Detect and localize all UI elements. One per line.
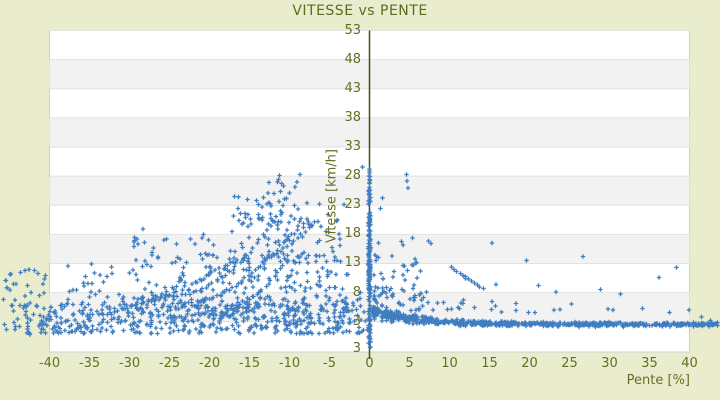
x-tick-label: -5 bbox=[323, 356, 336, 371]
x-tick-label: -25 bbox=[158, 356, 181, 371]
scatter-points bbox=[1, 164, 720, 350]
x-tick-label: 5 bbox=[405, 356, 414, 371]
y-tick-label: 23 bbox=[344, 197, 361, 213]
x-tick-label: -40 bbox=[38, 356, 61, 371]
y-tick-label: 28 bbox=[344, 168, 361, 184]
x-axis-title: Pente [%] bbox=[626, 373, 690, 388]
x-tick-label: -20 bbox=[198, 356, 221, 371]
x-tick-label: 15 bbox=[481, 356, 498, 371]
x-tick-label: 0 bbox=[365, 356, 374, 371]
y-axis-min-label: 3 bbox=[352, 341, 361, 356]
x-tick-label: 20 bbox=[521, 356, 538, 371]
x-tick-label: -10 bbox=[278, 356, 301, 371]
y-tick-label: 13 bbox=[344, 255, 361, 271]
x-tick-label: 35 bbox=[641, 356, 658, 371]
y-tick-label: 18 bbox=[344, 226, 361, 242]
x-tick-label: -35 bbox=[78, 356, 101, 371]
y-tick-label: 38 bbox=[344, 109, 361, 125]
y-tick-label: 33 bbox=[344, 138, 361, 154]
x-tick-label: -30 bbox=[118, 356, 141, 371]
chart-title: VITESSE vs PENTE bbox=[292, 3, 428, 19]
x-tick-label: 10 bbox=[441, 356, 458, 371]
x-tick-label: 25 bbox=[561, 356, 578, 371]
y-tick-label: 48 bbox=[344, 51, 361, 67]
x-tick-label: 30 bbox=[601, 356, 618, 371]
y-tick-label: 3 bbox=[352, 313, 361, 329]
x-tick-label: 40 bbox=[681, 356, 698, 371]
y-tick-label: 43 bbox=[344, 80, 361, 96]
y-tick-label: 53 bbox=[344, 22, 361, 38]
y-tick-label: 8 bbox=[352, 284, 361, 300]
x-tick-label: -15 bbox=[238, 356, 261, 371]
